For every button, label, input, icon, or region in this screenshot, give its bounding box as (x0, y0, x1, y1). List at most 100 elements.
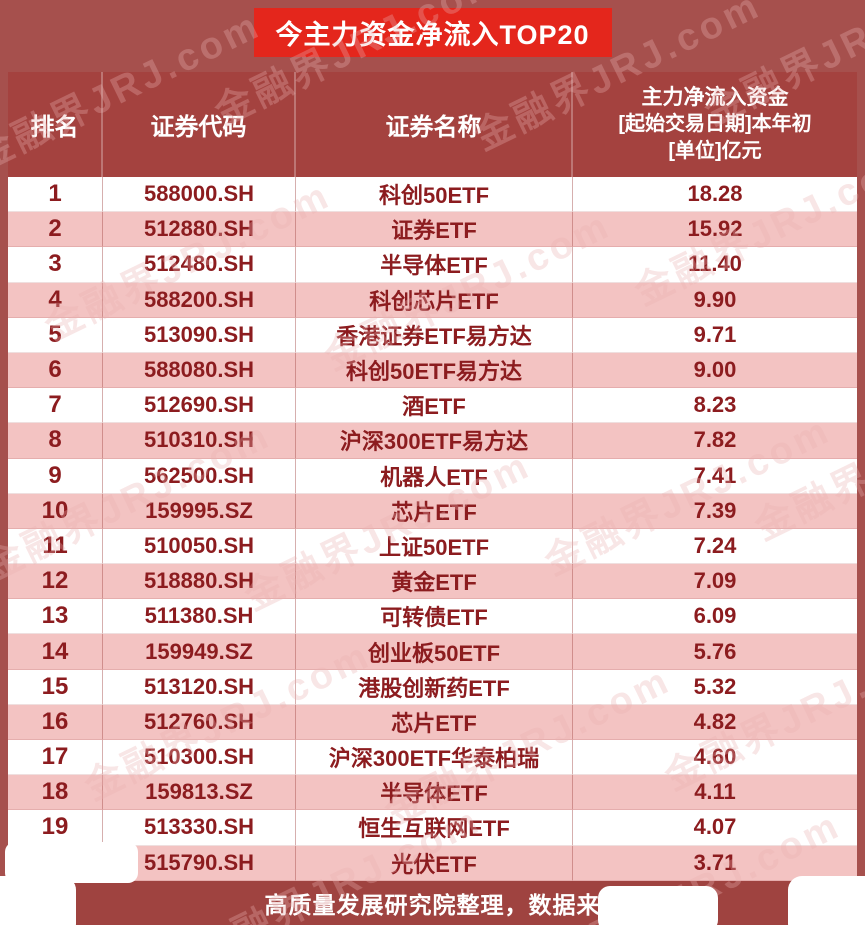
cell-value: 6.09 (573, 599, 857, 635)
table-row: 8 510310.SH 沪深300ETF易方达 7.82 (8, 423, 857, 459)
cell-code: 518880.SH (103, 564, 296, 600)
cell-name: 科创50ETF (296, 177, 573, 213)
cell-rank: 12 (8, 564, 103, 600)
cell-name: 港股创新药ETF (296, 669, 573, 705)
cell-value: 18.28 (573, 177, 857, 213)
table-row: 15 513120.SH 港股创新药ETF 5.32 (8, 669, 857, 705)
cell-name: 科创50ETF易方达 (296, 352, 573, 389)
cell-rank: 19 (8, 810, 103, 846)
table-row: 2 512880.SH 证券ETF 15.92 (8, 212, 857, 248)
cell-name: 沪深300ETF华泰柏瑞 (296, 740, 573, 776)
header-value-line-2: [起始交易日期]本年初 (618, 113, 812, 135)
cell-name: 沪深300ETF易方达 (296, 423, 573, 459)
cell-name: 半导体ETF (296, 775, 573, 811)
table-row: 12 518880.SH 黄金ETF 7.09 (8, 564, 857, 600)
table-row: 17 510300.SH 沪深300ETF华泰柏瑞 4.60 (8, 740, 857, 776)
table-row: 11 510050.SH 上证50ETF 7.24 (8, 528, 857, 565)
table-row: 16 512760.SH 芯片ETF 4.82 (8, 704, 857, 740)
mask-sticker (0, 876, 76, 925)
cell-value: 7.82 (573, 423, 857, 459)
cell-value: 4.82 (573, 705, 857, 740)
cell-rank: 8 (8, 423, 103, 459)
cell-name: 香港证券ETF易方达 (296, 317, 573, 353)
mask-sticker (788, 876, 865, 925)
cell-code: 510310.SH (103, 423, 296, 459)
table-row: 6 588080.SH 科创50ETF易方达 9.00 (8, 352, 857, 389)
cell-rank: 17 (8, 740, 103, 776)
table-row: 7 512690.SH 酒ETF 8.23 (8, 388, 857, 424)
cell-rank: 18 (8, 775, 103, 811)
cell-value: 9.90 (573, 283, 857, 318)
cell-code: 512480.SH (103, 247, 296, 283)
cell-code: 510050.SH (103, 528, 296, 565)
cell-rank: 1 (8, 177, 103, 213)
cell-code: 515790.SH (103, 845, 296, 881)
cell-rank: 7 (8, 388, 103, 424)
cell-name: 酒ETF (296, 388, 573, 424)
cell-code: 512880.SH (103, 212, 296, 248)
table-row: 18 159813.SZ 半导体ETF 4.11 (8, 775, 857, 811)
cell-value: 8.23 (573, 388, 857, 424)
cell-rank: 4 (8, 282, 103, 318)
cell-name: 可转债ETF (296, 599, 573, 635)
cell-rank: 11 (8, 528, 103, 565)
cell-code: 510300.SH (103, 740, 296, 776)
cell-value: 11.40 (573, 247, 857, 283)
cell-code: 511380.SH (103, 599, 296, 635)
cell-rank: 9 (8, 458, 103, 494)
cell-name: 半导体ETF (296, 247, 573, 283)
cell-code: 513090.SH (103, 317, 296, 353)
cell-rank: 16 (8, 704, 103, 740)
cell-code: 513120.SH (103, 669, 296, 705)
header-cell-name: 证券名称 (296, 72, 573, 177)
cell-name: 上证50ETF (296, 528, 573, 565)
cell-code: 512690.SH (103, 388, 296, 424)
cell-code: 159813.SZ (103, 775, 296, 811)
cell-name: 科创芯片ETF (296, 282, 573, 318)
table-row: 1 588000.SH 科创50ETF 18.28 (8, 177, 857, 213)
table-body: 1 588000.SH 科创50ETF 18.28 2 512880.SH 证券ETF 15.… (8, 177, 857, 881)
cell-value: 9.71 (573, 318, 857, 353)
cell-rank: 10 (8, 493, 103, 529)
table-row: 5 513090.SH 香港证券ETF易方达 9.71 (8, 317, 857, 353)
table-row: 19 513330.SH 恒生互联网ETF 4.07 (8, 810, 857, 846)
cell-value: 4.60 (573, 740, 857, 776)
cell-value: 3.71 (573, 846, 857, 881)
cell-name: 光伏ETF (296, 845, 573, 881)
table-row: 14 159949.SZ 创业板50ETF 5.76 (8, 634, 857, 670)
header-cell-code: 证券代码 (103, 72, 296, 177)
cell-name: 机器人ETF (296, 458, 573, 494)
title-bar: 今主力资金净流入TOP20 (253, 8, 612, 57)
table-row: 13 511380.SH 可转债ETF 6.09 (8, 599, 857, 635)
cell-code: 159995.SZ (103, 493, 296, 529)
header-value-line-3: [单位]亿元 (668, 140, 762, 162)
footer-text: 高质量发展研究院整理，数据来 (264, 892, 601, 918)
cell-name: 芯片ETF (296, 704, 573, 740)
cell-name: 创业板50ETF (296, 634, 573, 670)
cell-name: 芯片ETF (296, 493, 573, 529)
cell-value: 7.24 (573, 529, 857, 565)
footer-bar: 高质量发展研究院整理，数据来 (0, 881, 865, 925)
table-row: 3 512480.SH 半导体ETF 11.40 (8, 247, 857, 283)
header-cell-value: 主力净流入资金 [起始交易日期]本年初 [单位]亿元 (573, 72, 857, 177)
cell-code: 159949.SZ (103, 634, 296, 670)
cell-rank: 3 (8, 247, 103, 283)
cell-rank: 14 (8, 634, 103, 670)
cell-code: 588200.SH (103, 282, 296, 318)
cell-code: 513330.SH (103, 810, 296, 846)
cell-name: 黄金ETF (296, 564, 573, 600)
page-title: 今主力资金净流入TOP20 (275, 20, 590, 50)
table-row: 4 588200.SH 科创芯片ETF 9.90 (8, 282, 857, 318)
cell-value: 4.11 (573, 775, 857, 811)
cell-rank: 2 (8, 212, 103, 248)
table-row: 9 562500.SH 机器人ETF 7.41 (8, 458, 857, 494)
cell-rank: 13 (8, 599, 103, 635)
cell-value: 9.00 (573, 353, 857, 389)
cell-name: 证券ETF (296, 212, 573, 248)
cell-value: 5.32 (573, 670, 857, 705)
mask-sticker (598, 886, 718, 925)
cell-code: 512760.SH (103, 704, 296, 740)
cell-name: 恒生互联网ETF (296, 810, 573, 846)
